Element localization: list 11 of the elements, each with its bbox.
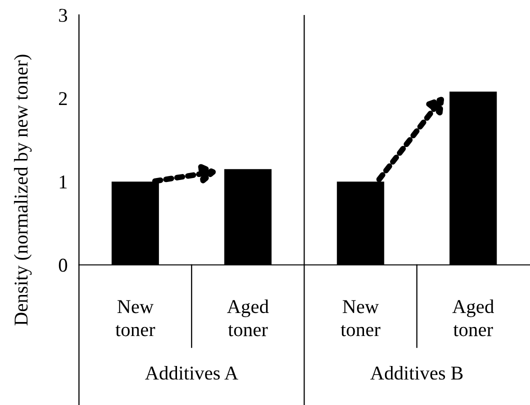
x-tick-label: New toner: [340, 300, 380, 336]
x-tick-label: New toner: [116, 300, 156, 336]
text: Additives B: [370, 366, 463, 380]
x-tick-label: Aged toner: [452, 299, 494, 336]
y-tick-label: 0: [58, 258, 68, 272]
y-tick-label: 2: [58, 92, 67, 106]
y-axis-title: Density (normalized by new toner): [14, 54, 32, 326]
x-tick-label: Aged toner: [227, 299, 269, 336]
y-tick-label: 3: [59, 8, 68, 22]
text: Additives A: [145, 366, 238, 380]
y-tick-label: 1: [60, 175, 67, 188]
